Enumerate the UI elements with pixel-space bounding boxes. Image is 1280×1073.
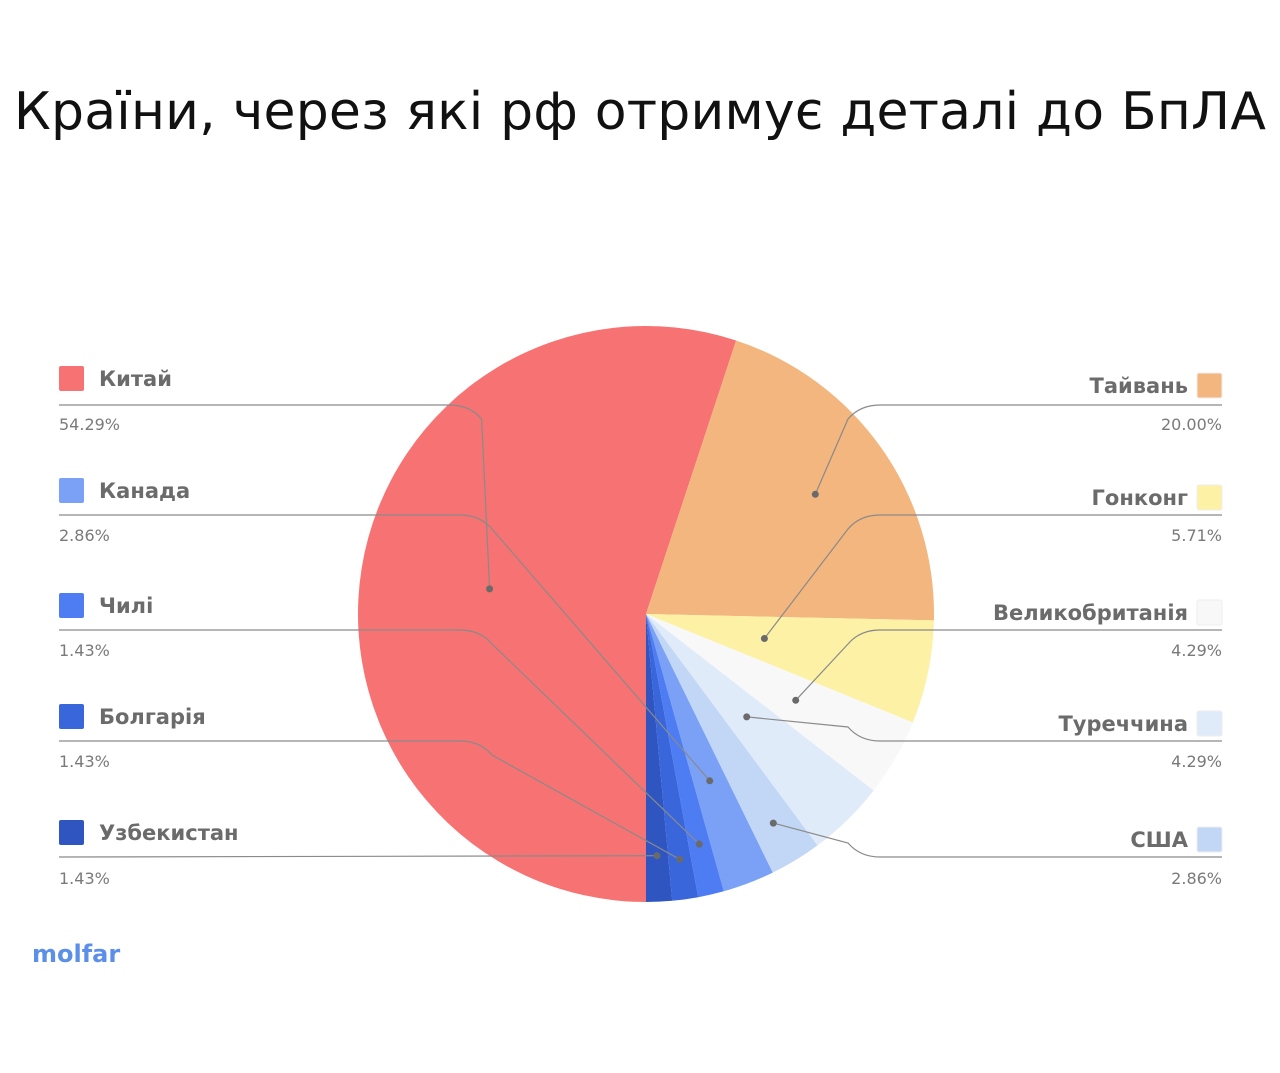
legend-value: 20.00% [1161, 415, 1222, 434]
legend-swatch [59, 704, 84, 729]
leader-line [814, 404, 1222, 495]
leader-dot [769, 819, 777, 827]
slice-7-wedge [646, 614, 724, 898]
leader-line [746, 716, 1222, 742]
legend-label: Болгарія [99, 705, 206, 729]
legend-item: Китай 54.29% [59, 366, 172, 434]
leader-line [59, 629, 700, 845]
legend-swatch [1196, 372, 1223, 399]
legend-swatch [59, 593, 84, 618]
legend-swatch [1196, 599, 1223, 626]
legend-swatch [1196, 710, 1223, 737]
legend-label: США [1130, 828, 1188, 852]
legend-item: Гонконг 5.71% [1092, 484, 1223, 545]
slice-6-wedge [646, 614, 773, 892]
leader-line [59, 514, 711, 782]
leader-dot [676, 855, 684, 863]
leader-line [59, 404, 491, 589]
molfar-logo: molfar [32, 940, 120, 968]
legend-item: Чилі 1.43% [59, 593, 153, 660]
legend-value: 1.43% [59, 869, 110, 888]
slice-3-wedge [646, 614, 913, 791]
legend-value: 4.29% [1171, 641, 1222, 660]
legend-swatch [59, 478, 84, 503]
leader-dot [653, 852, 661, 860]
legend-item: Узбекистан 1.43% [59, 820, 239, 888]
leader-line [773, 822, 1222, 858]
leader-line [58, 855, 658, 858]
legend-label: Китай [99, 367, 172, 391]
slice-4-wedge [646, 614, 874, 846]
pie-slices [357, 325, 935, 902]
slice-9-wedge [646, 614, 673, 902]
slice-5-wedge [646, 614, 818, 873]
legend-value: 2.86% [1171, 869, 1222, 888]
leader-dot [760, 635, 768, 642]
leader-dot [706, 777, 714, 785]
legend-swatch [1196, 826, 1223, 853]
slice-1-wedge [646, 340, 935, 621]
legend-value: 1.43% [59, 752, 110, 771]
legend-item: Болгарія 1.43% [59, 704, 206, 771]
legend-swatch [59, 366, 84, 391]
legend-item: США 2.86% [1130, 826, 1223, 888]
leader-lines [58, 404, 1222, 863]
legend-label: Великобританія [993, 601, 1188, 625]
legend-swatch [59, 820, 84, 845]
legend-label: Канада [99, 479, 190, 503]
leader-dot [743, 713, 751, 721]
leader-dot [486, 585, 494, 593]
legend-item: Великобританія 4.29% [993, 599, 1223, 660]
legend-label: Гонконг [1092, 486, 1189, 510]
leader-line [59, 740, 681, 860]
legend: Китай 54.29% Канада 2.86% Чилі 1.43% Болгарія 1… [59, 366, 1223, 888]
leader-line [795, 629, 1222, 701]
legend-value: 1.43% [59, 641, 110, 660]
slice-2-wedge [646, 614, 934, 723]
legend-value: 54.29% [59, 415, 120, 434]
legend-label: Узбекистан [99, 821, 239, 845]
legend-value: 5.71% [1171, 526, 1222, 545]
leader-dot [811, 490, 819, 498]
legend-label: Чилі [99, 594, 153, 618]
legend-item: Тайвань 20.00% [1090, 372, 1223, 434]
leader-dot [695, 840, 703, 848]
chart-title: Країни, через які рф отримує деталі до Б… [13, 82, 1267, 142]
legend-swatch [1196, 484, 1223, 511]
legend-value: 2.86% [59, 526, 110, 545]
legend-label: Туреччина [1058, 712, 1188, 736]
legend-value: 4.29% [1171, 752, 1222, 771]
legend-item: Туреччина 4.29% [1058, 710, 1223, 771]
slice-0-wedge [357, 325, 737, 902]
slice-8-wedge [646, 614, 699, 901]
legend-item: Канада 2.86% [59, 478, 190, 545]
legend-label: Тайвань [1090, 374, 1188, 398]
leader-dot [792, 696, 800, 704]
leader-line [763, 514, 1222, 639]
